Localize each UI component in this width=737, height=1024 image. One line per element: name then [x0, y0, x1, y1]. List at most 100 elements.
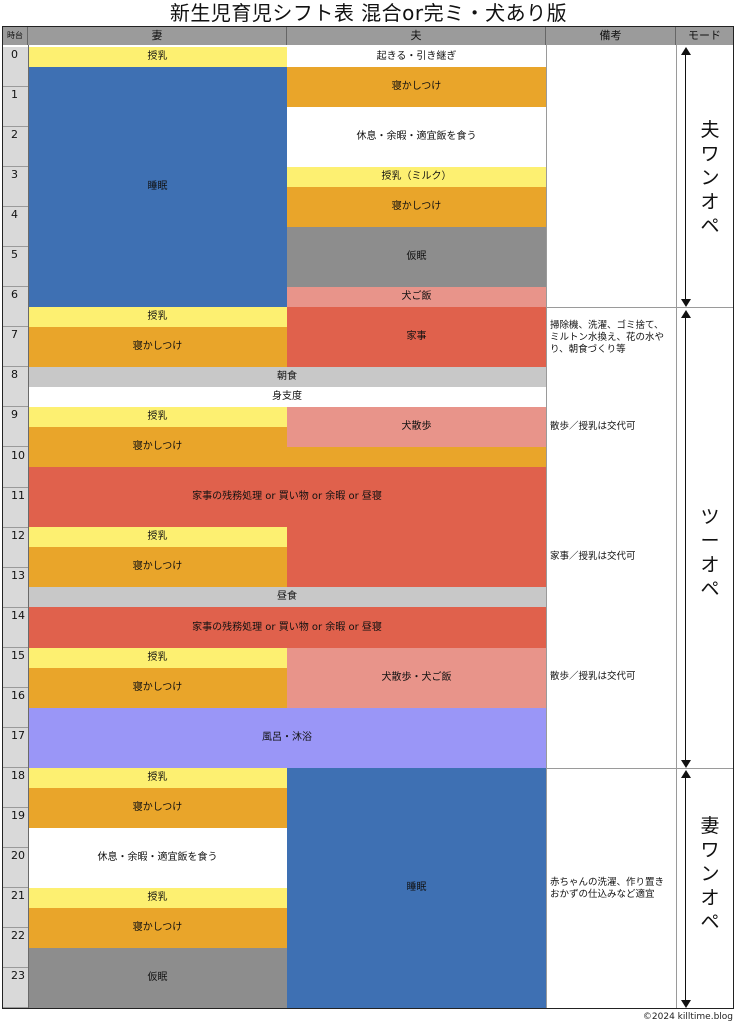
- mode-label-char: ー: [700, 530, 720, 552]
- hour-label: 13: [3, 567, 28, 608]
- wife-feed-block: 授乳: [28, 307, 287, 327]
- wife-feed-block: 授乳: [28, 648, 287, 668]
- arrow-down-icon: [681, 1000, 691, 1008]
- mode-range-line: [685, 316, 686, 762]
- mode-label-char: オ: [700, 887, 720, 909]
- hour-label: 12: [3, 527, 28, 568]
- mode-divider: [546, 307, 733, 308]
- lunch-block: 昼食: [28, 587, 546, 607]
- hour-label: 7: [3, 327, 28, 368]
- hour-label: 19: [3, 807, 28, 848]
- column-divider: [546, 45, 547, 1008]
- arrow-up-icon: [681, 770, 691, 778]
- wife-soothe-block: 寝かしつけ: [28, 668, 287, 708]
- hour-label: 2: [3, 127, 28, 168]
- mode-label-char: ペ: [700, 578, 720, 600]
- husband-nap-block: 仮眠: [287, 227, 546, 287]
- wife-soothe-block: 寝かしつけ: [28, 908, 287, 948]
- hour-label: 21: [3, 888, 28, 929]
- hour-label: 17: [3, 727, 28, 768]
- mode-two-person: ツーオペ: [690, 505, 730, 601]
- hour-label: 9: [3, 407, 28, 448]
- mode-label-char: 妻: [700, 815, 720, 837]
- wife-soothe-block: 寝かしつけ: [28, 788, 287, 828]
- notes-column-header: 備考: [546, 27, 676, 45]
- hour-label: 4: [3, 207, 28, 248]
- getready-block: 身支度: [28, 387, 546, 407]
- note-morning-chores: 掃除機、洗濯、ゴミ捨て、ミルトン水換え、花の水やり、朝食づくり等: [550, 320, 665, 355]
- hour-label: 15: [3, 647, 28, 688]
- note-walk-feed-swap: 散歩／授乳は交代可: [550, 421, 636, 432]
- mode-label-char: ン: [700, 863, 720, 885]
- time-column-header: 時台: [3, 27, 28, 45]
- hour-label: 16: [3, 687, 28, 728]
- husband-column-header: 夫: [287, 27, 546, 45]
- mode-husband-solo: 夫ワンオペ: [690, 118, 730, 238]
- arrow-up-icon: [681, 47, 691, 55]
- hour-label: 3: [3, 167, 28, 208]
- hour-label: 20: [3, 848, 28, 888]
- hour-label: 8: [3, 367, 28, 408]
- mode-divider: [546, 768, 733, 769]
- husband-walk-dogfood-block: 犬散歩・犬ご飯: [287, 648, 546, 708]
- hour-label: 0: [3, 47, 28, 87]
- husband-dogfood-block: 犬ご飯: [287, 287, 546, 307]
- wife-feed-block: 授乳: [28, 527, 287, 547]
- mode-label-char: ツ: [700, 506, 720, 528]
- column-divider: [28, 45, 29, 1008]
- hour-label: 18: [3, 767, 28, 808]
- husband-soothe-block: 寝かしつけ: [287, 187, 546, 227]
- mode-label-char: ワ: [700, 143, 720, 165]
- husband-feed-block: 授乳（ミルク）: [287, 167, 546, 187]
- note-evening-prep: 赤ちゃんの洗濯、作り置きおかずの仕込みなど適宜: [550, 877, 665, 900]
- mode-label-char: ペ: [700, 215, 720, 237]
- note-chores-feed-swap: 家事／授乳は交代可: [550, 551, 636, 562]
- mode-label-char: ペ: [700, 911, 720, 933]
- hour-label: 5: [3, 247, 28, 288]
- bath-block: 風呂・沐浴: [28, 708, 546, 768]
- wife-soothe-block: 寝かしつけ: [28, 427, 287, 467]
- husband-chores-continuation: [287, 527, 546, 587]
- mode-column-header: モード: [676, 27, 733, 45]
- husband-rest-block: 休息・余暇・適宜飯を食う: [287, 107, 546, 167]
- husband-soothe-block: 寝かしつけ: [287, 67, 546, 107]
- hour-label: 23: [3, 968, 28, 1009]
- husband-walk-block: 犬散歩: [287, 407, 546, 447]
- wife-soothe-block: 寝かしつけ: [28, 327, 287, 367]
- hour-label: 22: [3, 928, 28, 969]
- arrow-down-icon: [681, 299, 691, 307]
- husband-filler-block: [287, 447, 546, 467]
- wife-feed-block: 授乳: [28, 407, 287, 427]
- hour-label: 10: [3, 447, 28, 488]
- chores-errands-block: 家事の残務処理 or 買い物 or 余暇 or 昼寝: [28, 607, 546, 648]
- wife-soothe-block: 寝かしつけ: [28, 547, 287, 587]
- wife-rest-block: 休息・余暇・適宜飯を食う: [28, 828, 287, 888]
- arrow-up-icon: [681, 310, 691, 318]
- wife-nap-block: 仮眠: [28, 948, 287, 1008]
- wife-feed-block: 授乳: [28, 888, 287, 908]
- mode-label-char: オ: [700, 554, 720, 576]
- page-title: 新生児育児シフト表 混合or完ミ・犬あり版: [169, 1, 568, 25]
- mode-range-line: [685, 53, 686, 301]
- note-walk-feed-swap: 散歩／授乳は交代可: [550, 671, 636, 682]
- hour-label: 1: [3, 87, 28, 128]
- chores-errands-block: 家事の残務処理 or 買い物 or 余暇 or 昼寝: [28, 467, 546, 527]
- mode-label-char: オ: [700, 191, 720, 213]
- husband-wake-block: 起きる・引き継ぎ: [287, 47, 546, 67]
- wife-feed-block: 授乳: [28, 768, 287, 788]
- column-divider: [676, 45, 677, 1008]
- mode-label-char: ン: [700, 167, 720, 189]
- hour-label: 14: [3, 607, 28, 648]
- arrow-down-icon: [681, 760, 691, 768]
- hour-label: 6: [3, 287, 28, 328]
- hour-label: 11: [3, 487, 28, 528]
- wife-column-header: 妻: [28, 27, 287, 45]
- husband-sleep-block: 睡眠: [287, 768, 546, 1008]
- wife-sleep-block: 睡眠: [28, 67, 287, 307]
- copyright-footer: ©2024 killtime.blog: [642, 1012, 733, 1022]
- mode-label-char: ワ: [700, 839, 720, 861]
- husband-chores-block: 家事: [287, 307, 546, 367]
- mode-label-char: 夫: [700, 119, 720, 141]
- breakfast-block: 朝食: [28, 367, 546, 387]
- mode-wife-solo: 妻ワンオペ: [690, 814, 730, 934]
